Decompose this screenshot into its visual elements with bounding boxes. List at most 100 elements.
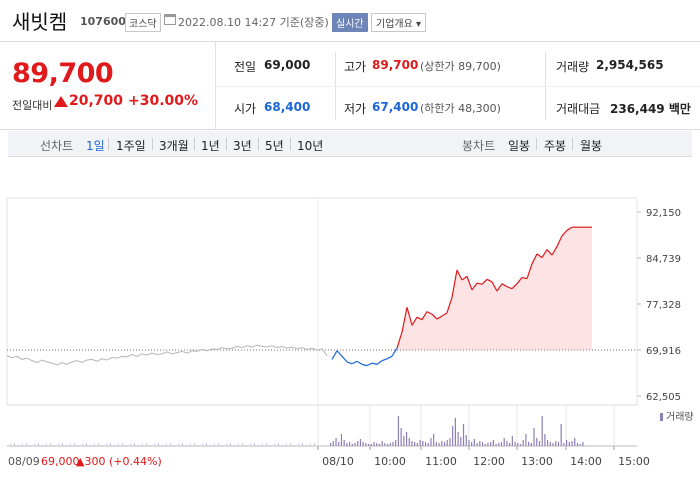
volume-bar (487, 443, 489, 446)
prev-volume-bar (70, 444, 71, 446)
volume-bar (370, 444, 372, 446)
today-series-segment (536, 253, 543, 259)
tab-3month[interactable]: 3개월 (159, 139, 189, 153)
prev-volume-bar (266, 443, 267, 446)
today-series-segment (361, 363, 368, 367)
volume-bar (462, 424, 465, 446)
volume-bar (579, 444, 581, 446)
tab-10year[interactable]: 10년 (297, 139, 324, 153)
y-tick-label: 92,150 (646, 208, 681, 219)
prev-volume-bar (10, 444, 11, 446)
volume-bar (373, 442, 375, 446)
volume-bar (490, 442, 492, 446)
volume-bar (500, 442, 503, 446)
tab-1week[interactable]: 1주일 (116, 139, 146, 153)
prev-volume-bar (102, 445, 103, 446)
calendar-icon (164, 14, 176, 25)
volume-bar (433, 434, 435, 446)
prev-volume-bar (186, 445, 187, 446)
stock-name: 새빗켐 (12, 10, 68, 34)
volume-bar (386, 444, 389, 446)
prev-volume-bar (182, 443, 183, 446)
realtime-button[interactable]: 실시간 (332, 13, 368, 32)
volume-bar (538, 441, 541, 446)
volume-bar (438, 443, 440, 446)
today-series-segment (426, 311, 433, 315)
prev-volume-bar (26, 443, 27, 446)
today-series-segment (446, 297, 453, 314)
today-series-segment (501, 283, 508, 288)
today-series-segment (481, 278, 488, 285)
lower-limit: (하한가 48,300) (420, 102, 501, 115)
price-chart-svg: 92,150 84,739 77,328 69,916 62,505 거래량 08/10… (6, 197, 694, 468)
market-badge: 코스닥 (125, 13, 161, 32)
volume-bar (484, 444, 486, 446)
prev-volume-bar (294, 445, 295, 446)
price-chart[interactable]: 92,150 84,739 77,328 69,916 62,505 거래량 08/10… (0, 190, 700, 478)
prev-volume-bar (138, 445, 139, 446)
prev-volume-bar (150, 445, 151, 446)
company-overview-dropdown[interactable]: 기업개요 ▾ (371, 13, 426, 32)
tab-weekly-candle[interactable]: 주봉 (544, 139, 567, 153)
prev-volume-bar (130, 444, 131, 446)
divider (194, 138, 195, 150)
today-series-segment (521, 276, 528, 280)
volume-bar (454, 418, 456, 446)
today-series-segment (486, 278, 493, 283)
tab-1day[interactable]: 1일 (86, 139, 105, 153)
prev-volume-bar (74, 443, 75, 446)
volume-bar (427, 443, 429, 446)
prev-volume-bar (194, 443, 195, 446)
tab-3year[interactable]: 3년 (233, 139, 252, 153)
volume-legend: 거래량 (666, 411, 694, 423)
prev-day-percent: (+0.44%) (109, 455, 162, 468)
today-series-segment (451, 269, 458, 298)
volume-bar (403, 436, 405, 446)
volume-bar (547, 440, 549, 446)
volume-bar (574, 438, 576, 446)
today-series-segment (346, 361, 353, 365)
tab-5year[interactable]: 5년 (265, 139, 284, 153)
volume-bar (514, 442, 516, 446)
x-tick-label: 15:00 (618, 455, 650, 468)
x-tick-label: 12:00 (473, 455, 505, 468)
prev-volume-bar (218, 443, 219, 446)
prev-volume-bar (226, 444, 227, 446)
row-divider (216, 86, 700, 87)
volume-bar (435, 442, 437, 446)
prev-volume-bar (58, 444, 59, 446)
volume-bar (424, 442, 427, 446)
prev-day-series-line (6, 344, 328, 366)
today-series-segment (351, 360, 358, 365)
price-fill-area (392, 227, 592, 351)
today-series-segment (456, 269, 463, 281)
prev-volume-bar (198, 445, 199, 446)
volume-bar (397, 416, 400, 446)
tab-daily-candle[interactable]: 일봉 (508, 139, 531, 153)
volume-bar (346, 443, 348, 446)
volume-bar (395, 440, 397, 446)
quote-datetime: 2022.08.10 14:27 기준(장중) (178, 16, 329, 29)
amount-value: 236,449 백만 (610, 102, 691, 116)
header-bar: 새빗켐 107600 코스닥 2022.08.10 14:27 기준(장중) 실… (0, 0, 700, 42)
period-selector: 선차트 1일 1주일 3개월 1년 3년 5년 10년 봉차트 일봉 주봉 월봉 (8, 131, 692, 157)
prev-day-date: 08/09 (8, 455, 40, 468)
prev-volume-bar (62, 443, 63, 446)
today-series-segment (396, 331, 403, 349)
tab-1year[interactable]: 1년 (201, 139, 220, 153)
prev-volume-bar (162, 445, 163, 446)
volume-bar (528, 442, 530, 446)
prev-volume-bar (302, 443, 303, 446)
tab-monthly-candle[interactable]: 월봉 (580, 139, 603, 153)
divider (536, 138, 537, 150)
today-series-segment (561, 229, 568, 237)
volume-bar (541, 416, 543, 446)
volume-bar (555, 441, 557, 446)
today-series-segment (436, 315, 443, 320)
line-chart-label: 선차트 (40, 139, 74, 153)
open-label: 시가 (234, 102, 257, 116)
volume-bar (479, 441, 481, 446)
volume-bar (566, 440, 568, 446)
prev-volume-bar (230, 443, 231, 446)
prev-volume-bar (38, 443, 39, 446)
